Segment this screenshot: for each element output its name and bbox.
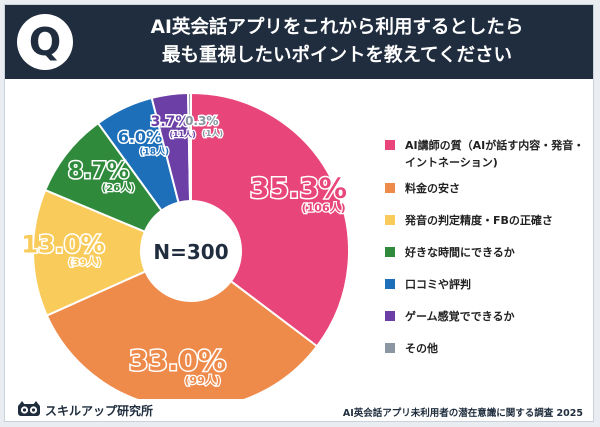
slice-count-label-7: (1人) [202,128,223,138]
brand-name: スキルアップ研究所 [45,404,154,418]
question-title-line-2: 最も重視したいポイントを教えてください [161,45,513,66]
legend-label-line: AI講師の質（AIが話す内容・発音・ [405,139,585,152]
legend-swatch [385,183,395,193]
slice-percent-label-6: 3.7% [151,114,190,130]
legend-label: 口コミや評判 [405,276,593,293]
legend-swatch [385,140,395,150]
donut-slice-3 [32,188,147,317]
slice-count-label-4: (26人) [102,181,135,194]
legend-swatch [385,215,395,225]
slice-percent-label-4: 8.7% [68,159,129,184]
slice-count-label-1: (106人) [302,201,346,215]
donut-chart: N=300 35.3%(106人) 33.0%(99人) 13.0%(39人) 8.7%… [20,91,350,399]
survey-source: AI英会話アプリ未利用者の潜在意識に関する調査 2025 [342,408,583,419]
slice-percent-label-5: 6.0% [118,127,162,146]
legend-label: ゲーム感覚でできるか [405,308,593,325]
legend-label: 料金の安さ [405,180,593,197]
legend-swatch [385,279,395,289]
sample-size-label: N=300 [153,240,228,264]
survey-card: Q AI英会話アプリをこれから利用するとしたら 最も重視したいポイントを教えてく… [4,4,594,422]
legend-label-line: 料金の安さ [405,182,460,195]
slice-count-label-6: (11人) [169,129,195,139]
legend-label-line: その他 [405,342,438,355]
owl-logo-icon [18,401,40,416]
question-title: AI英会話アプリをこれから利用するとしたら 最も重視したいポイントを教えてくださ… [89,14,585,70]
slice-percent-label-1: 35.3% [250,172,347,205]
legend-label-line: 口コミや評判 [405,278,471,291]
question-header: Q AI英会話アプリをこれから利用するとしたら 最も重視したいポイントを教えてく… [5,5,593,79]
slice-count-label-2: (99人) [184,373,220,387]
legend-label: AI講師の質（AIが話す内容・発音・ イントネーション) [405,137,593,171]
slice-count-label-5: (18人) [139,145,169,157]
legend-label: 発音の判定精度・FBの正確さ [405,212,593,229]
legend-label-line: イントネーション) [405,156,498,169]
legend-swatch [385,343,395,353]
question-badge: Q [17,14,73,70]
legend-label-line: ゲーム感覚でできるか [405,310,515,323]
legend-label-line: 好きな時間にできるか [405,246,515,259]
legend-swatch [385,247,395,257]
slice-percent-label-2: 33.0% [129,344,226,377]
slice-count-label-3: (39人) [68,256,101,269]
legend-swatch [385,311,395,321]
legend-label: その他 [405,340,593,357]
slice-percent-label-7: 0.3% [185,114,218,128]
donut-slice-1 [190,91,350,348]
donut-slice-2 [45,270,319,399]
slice-percent-label-3: 13.0% [21,231,104,259]
question-title-line-1: AI英会話アプリをこれから利用するとしたら [150,17,524,38]
legend-label: 好きな時間にできるか [405,244,593,261]
legend-label-line: 発音の判定精度・FBの正確さ [405,214,553,227]
donut-slice-7 [187,91,192,203]
